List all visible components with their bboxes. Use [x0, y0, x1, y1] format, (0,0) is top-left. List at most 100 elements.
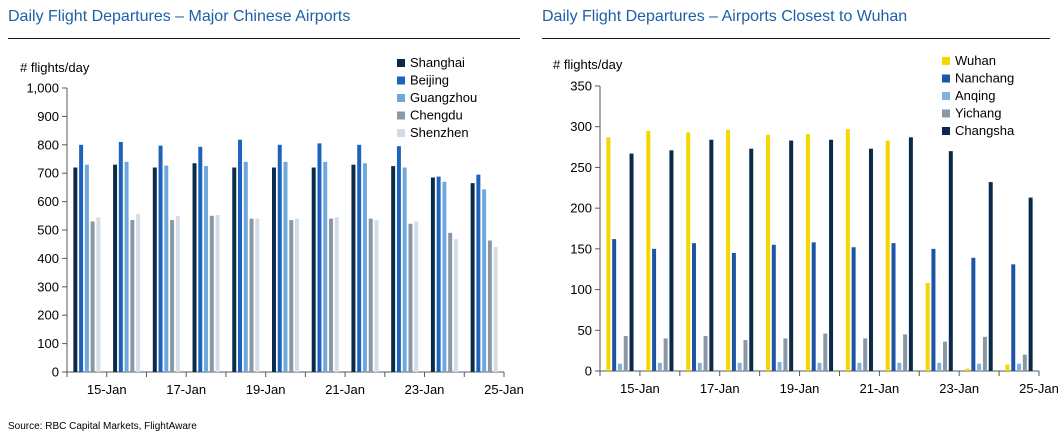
bar-nanchang-24-jan — [971, 257, 976, 371]
chart-wuhan-airports: # flights/day 0 50 100 150 200 250 300 350 15-Jan… — [553, 53, 1058, 396]
bar-beijing-21-jan — [317, 143, 322, 372]
chart-major-airports: # flights/day 0 100 200 300 400 500 600 700 800 90… — [20, 55, 524, 397]
bar-shenzhen-17-jan — [175, 215, 180, 372]
x-tick-label: 19-Jan — [780, 381, 820, 396]
source-note: Source: RBC Capital Markets, FlightAware — [8, 421, 197, 432]
bar-chengdu-24-jan — [448, 232, 453, 372]
bar-anqing-25-jan — [1017, 363, 1022, 371]
bar-nanchang-21-jan — [851, 247, 856, 371]
bar-beijing-20-jan — [277, 144, 282, 372]
legend-label-changsha: Changsha — [955, 123, 1015, 138]
bar-wuhan-16-jan — [646, 130, 651, 371]
bar-beijing-19-jan — [238, 139, 242, 372]
bar-chengdu-23-jan — [408, 223, 413, 372]
legend-swatch-chengdu — [397, 111, 405, 120]
bar-shenzhen-22-jan — [374, 220, 379, 372]
legend-swatch-nanchang — [942, 74, 950, 83]
bar-yichang-22-jan — [903, 334, 908, 371]
bar-chengdu-21-jan — [329, 218, 333, 372]
x-tick-label: 21-Jan — [325, 382, 365, 397]
y-tick-label: 800 — [37, 137, 59, 152]
bar-shanghai-20-jan — [271, 167, 276, 372]
bar-anqing-17-jan — [697, 362, 702, 371]
legend-swatch-wuhan — [942, 57, 950, 65]
y-tick-label: 150 — [570, 241, 592, 256]
bar-changsha-20-jan — [829, 139, 834, 371]
bar-shanghai-15-jan — [73, 167, 78, 372]
legend-swatch-anqing — [942, 92, 950, 100]
bar-shenzhen-20-jan — [295, 218, 300, 372]
bar-wuhan-24-jan — [965, 368, 970, 371]
bar-changsha-17-jan — [709, 139, 714, 371]
bar-shanghai-18-jan — [192, 163, 197, 372]
bar-wuhan-25-jan — [1005, 364, 1010, 371]
bar-nanchang-16-jan — [652, 248, 657, 371]
bar-yichang-23-jan — [943, 341, 948, 371]
legend-label-guangzhou: Guangzhou — [410, 90, 477, 105]
bar-changsha-21-jan — [868, 148, 873, 371]
bar-yichang-25-jan — [1022, 354, 1027, 371]
bar-anqing-16-jan — [657, 362, 662, 371]
bar-yichang-24-jan — [982, 336, 987, 371]
bar-wuhan-19-jan — [766, 134, 771, 371]
y-tick-label: 300 — [570, 119, 592, 134]
bar-shenzhen-24-jan — [453, 239, 458, 372]
y-tick-label: 200 — [37, 308, 59, 323]
bar-wuhan-21-jan — [845, 129, 850, 371]
bar-anqing-22-jan — [897, 362, 902, 371]
bar-guangzhou-16-jan — [124, 161, 129, 372]
bar-anqing-18-jan — [737, 362, 742, 371]
bar-changsha-19-jan — [789, 140, 794, 371]
bar-shenzhen-15-jan — [96, 217, 101, 372]
bar-chengdu-17-jan — [170, 220, 175, 372]
bar-shenzhen-19-jan — [255, 218, 260, 372]
bar-shanghai-19-jan — [232, 167, 237, 372]
bar-shanghai-21-jan — [311, 167, 316, 372]
bar-chengdu-19-jan — [249, 218, 254, 372]
y-tick-label: 900 — [37, 109, 59, 124]
x-tick-label: 17-Jan — [166, 382, 206, 397]
bar-beijing-22-jan — [357, 144, 362, 372]
bar-chengdu-15-jan — [90, 221, 95, 372]
y-tick-label: 50 — [578, 323, 592, 338]
x-tick-label: 25-Jan — [1019, 381, 1058, 396]
bar-changsha-22-jan — [908, 137, 913, 371]
x-tick-label: 15-Jan — [620, 381, 660, 396]
legend-swatch-shenzhen — [397, 129, 405, 137]
chart-1-title: Daily Flight Departures – Major Chinese … — [8, 8, 351, 25]
x-tick-label: 25-Jan — [484, 382, 524, 397]
x-tick-label: 19-Jan — [246, 382, 286, 397]
bar-shenzhen-16-jan — [136, 213, 141, 372]
bar-beijing-25-jan — [476, 174, 481, 372]
bar-chengdu-20-jan — [289, 220, 294, 372]
bar-nanchang-25-jan — [1011, 264, 1016, 371]
bar-shenzhen-18-jan — [215, 214, 220, 372]
bar-guangzhou-20-jan — [283, 161, 288, 372]
chart-1-title-rule — [8, 38, 520, 39]
x-tick-label: 17-Jan — [700, 381, 740, 396]
legend-label-yichang: Yichang — [955, 106, 1002, 121]
legend-label-chengdu: Chengdu — [410, 108, 463, 123]
y-tick-label: 300 — [37, 279, 59, 294]
bar-nanchang-19-jan — [771, 244, 776, 371]
bar-anqing-19-jan — [777, 362, 782, 371]
y-axis-label: # flights/day — [20, 60, 90, 75]
bar-yichang-17-jan — [703, 335, 708, 371]
legend-label-anqing: Anqing — [955, 88, 995, 103]
bar-guangzhou-19-jan — [243, 161, 248, 372]
legend-label-nanchang: Nanchang — [955, 71, 1014, 86]
legend-swatch-shanghai — [397, 59, 405, 67]
bar-yichang-21-jan — [863, 338, 868, 371]
bar-beijing-23-jan — [396, 146, 401, 372]
y-tick-label: 500 — [37, 223, 59, 238]
bar-anqing-23-jan — [937, 362, 942, 371]
bar-beijing-17-jan — [158, 145, 163, 372]
bar-wuhan-18-jan — [726, 129, 731, 371]
bar-shanghai-22-jan — [351, 164, 356, 372]
y-tick-label: 100 — [570, 282, 592, 297]
y-tick-label: 700 — [37, 166, 59, 181]
bar-anqing-15-jan — [617, 363, 622, 371]
bar-changsha-24-jan — [988, 182, 993, 371]
y-tick-label: 0 — [585, 364, 592, 379]
x-tick-label: 23-Jan — [939, 381, 979, 396]
